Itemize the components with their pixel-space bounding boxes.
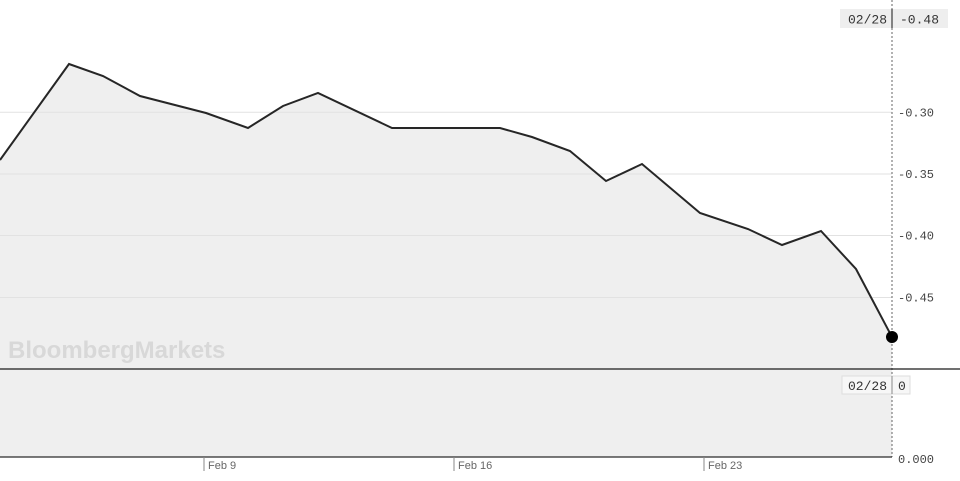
svg-text:0.000: 0.000	[898, 453, 934, 467]
svg-text:-0.35: -0.35	[898, 168, 934, 182]
svg-text:02/28: 02/28	[848, 13, 887, 28]
svg-text:Feb 16: Feb 16	[458, 460, 492, 472]
svg-text:Feb 23: Feb 23	[708, 460, 742, 472]
svg-text:Feb 9: Feb 9	[208, 460, 236, 472]
svg-text:-0.40: -0.40	[898, 230, 934, 244]
svg-text:-0.30: -0.30	[898, 107, 934, 121]
svg-text:-0.45: -0.45	[898, 292, 934, 306]
svg-text:BloombergMarkets: BloombergMarkets	[8, 337, 225, 364]
svg-text:-0.48: -0.48	[900, 13, 939, 28]
svg-text:0: 0	[898, 379, 906, 394]
svg-text:02/28: 02/28	[848, 379, 887, 394]
